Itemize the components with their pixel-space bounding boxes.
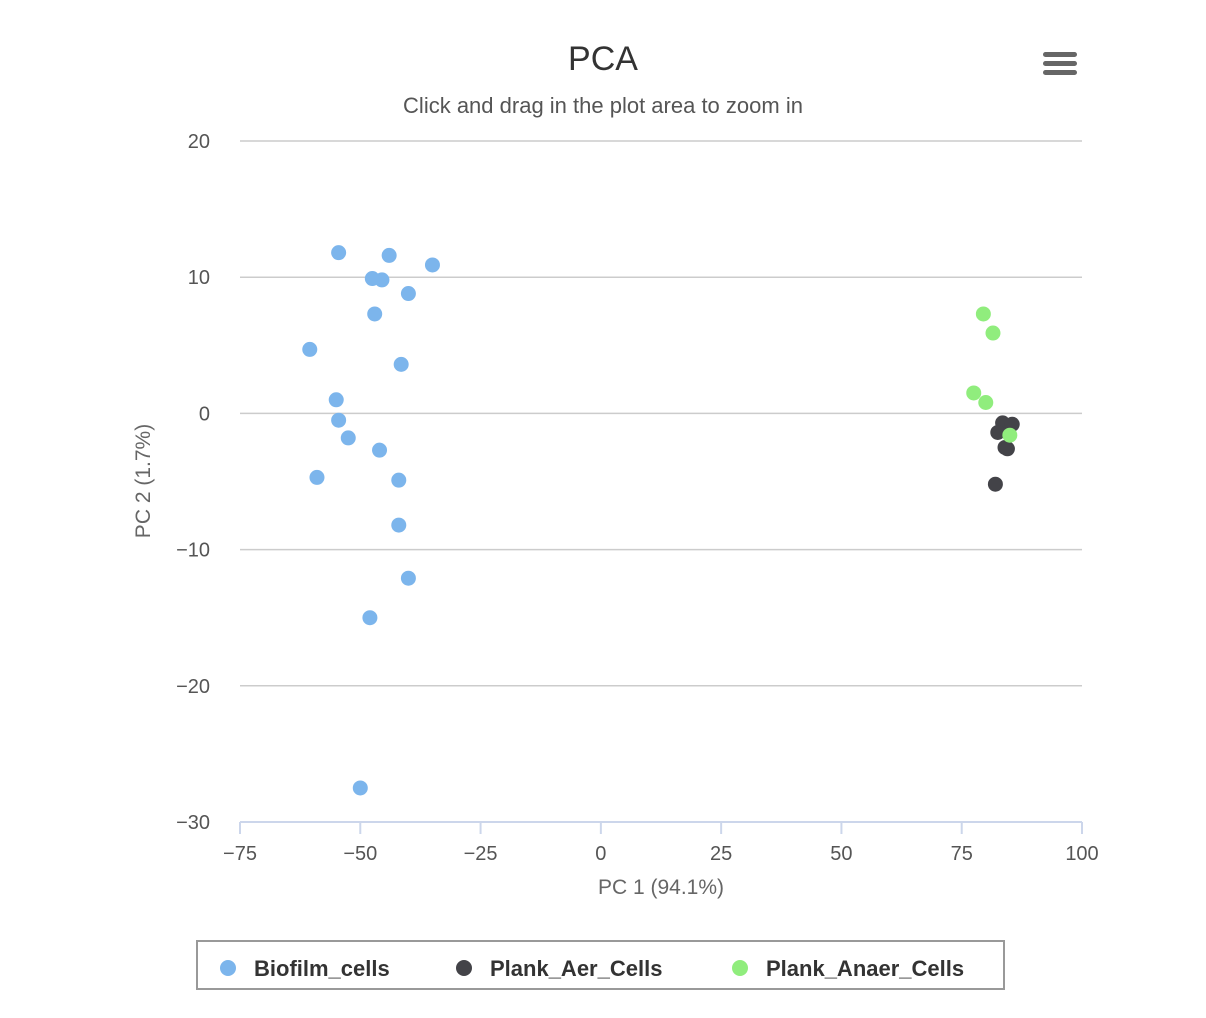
hamburger-menu-icon[interactable]: [1034, 44, 1086, 84]
x-tick-label: −75: [223, 843, 257, 865]
plot-area-points[interactable]: [302, 245, 1020, 796]
data-point[interactable]: [340, 430, 356, 446]
y-tick-label: 20: [188, 131, 210, 153]
y-axis-tick-labels: −30 −20 −10 0 10 20: [176, 131, 210, 834]
data-point[interactable]: [1002, 427, 1018, 443]
legend-marker: [220, 960, 236, 976]
data-point[interactable]: [367, 306, 383, 322]
legend-item-biofilm-cells[interactable]: Biofilm_cells: [220, 956, 390, 981]
data-point[interactable]: [362, 610, 378, 626]
data-point[interactable]: [987, 476, 1003, 492]
data-point[interactable]: [975, 306, 991, 322]
data-point[interactable]: [393, 356, 409, 372]
data-point[interactable]: [381, 247, 397, 263]
data-point[interactable]: [978, 395, 994, 411]
x-tick-label: 100: [1065, 843, 1098, 865]
series-plank-anaer-cells[interactable]: [966, 306, 1018, 443]
legend-marker: [732, 960, 748, 976]
y-tick-label: 0: [199, 403, 210, 425]
y-tick-label: 10: [188, 267, 210, 289]
data-point[interactable]: [391, 517, 407, 533]
legend-box: [196, 940, 1005, 990]
data-point[interactable]: [424, 257, 440, 273]
data-point[interactable]: [309, 469, 325, 485]
series-plank-aer-cells[interactable]: [987, 415, 1020, 492]
data-point[interactable]: [985, 325, 1001, 341]
data-point[interactable]: [374, 272, 390, 288]
x-tick-label: 50: [830, 843, 852, 865]
data-point[interactable]: [999, 441, 1015, 457]
data-point[interactable]: [400, 286, 416, 302]
data-point[interactable]: [372, 442, 388, 458]
y-tick-label: −20: [176, 676, 210, 698]
x-tick-label: −25: [464, 843, 498, 865]
data-point[interactable]: [331, 412, 347, 428]
legend-item-plank-aer-cells[interactable]: Plank_Aer_Cells: [456, 956, 662, 981]
legend-marker: [456, 960, 472, 976]
data-point[interactable]: [400, 570, 416, 586]
x-tick-label: 75: [951, 843, 973, 865]
legend-label: Plank_Anaer_Cells: [766, 956, 964, 981]
x-axis-title: PC 1 (94.1%): [598, 876, 724, 899]
series-biofilm-cells[interactable]: [302, 245, 440, 796]
grid-lines: [240, 140, 1082, 687]
data-point[interactable]: [391, 472, 407, 488]
data-point[interactable]: [966, 385, 982, 401]
legend: Biofilm_cells Plank_Aer_Cells Plank_Anaer_…: [196, 940, 1005, 990]
data-point[interactable]: [328, 392, 344, 408]
y-axis-title: PC 2 (1.7%): [132, 424, 155, 538]
legend-label: Plank_Aer_Cells: [490, 956, 662, 981]
y-tick-label: −30: [176, 812, 210, 834]
data-point[interactable]: [331, 245, 347, 261]
x-tick-label: −50: [343, 843, 377, 865]
x-axis: −75 −50 −25 0 25 50 75 100: [223, 821, 1099, 865]
data-point[interactable]: [352, 780, 368, 796]
data-point[interactable]: [990, 424, 1006, 440]
y-tick-label: −10: [176, 540, 210, 562]
legend-item-plank-anaer-cells[interactable]: Plank_Anaer_Cells: [732, 956, 964, 981]
chart-subtitle: Click and drag in the plot area to zoom …: [403, 93, 803, 118]
x-tick-label: 0: [595, 843, 606, 865]
x-tick-label: 25: [710, 843, 732, 865]
legend-label: Biofilm_cells: [254, 956, 390, 981]
chart-title: PCA: [568, 40, 638, 78]
data-point[interactable]: [302, 341, 318, 357]
